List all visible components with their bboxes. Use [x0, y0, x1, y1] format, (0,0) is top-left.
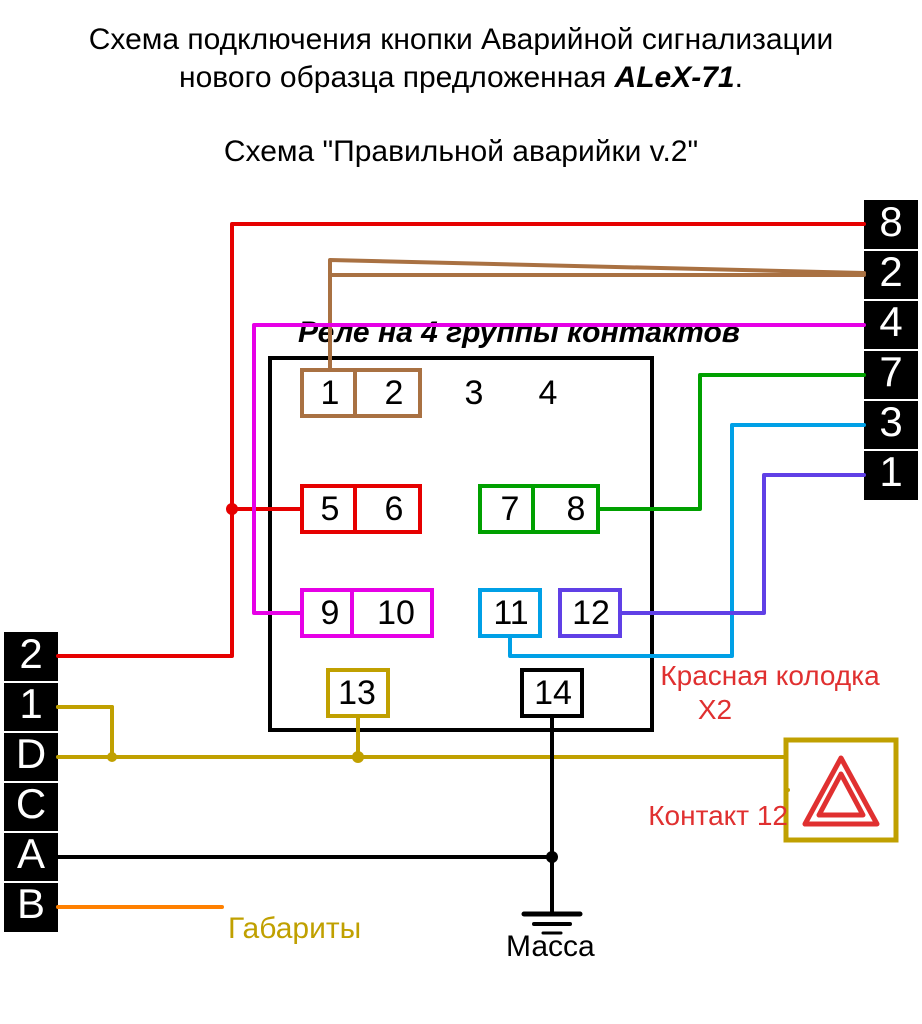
right-conn-pin-2: 2: [864, 251, 918, 293]
relay-pin-7: 7: [490, 490, 530, 529]
right-conn-pin-7: 7: [864, 351, 918, 393]
left-conn-pin-2: 2: [4, 633, 58, 675]
relay-pin-10: 10: [366, 594, 426, 633]
label-red-block-3: Контакт 12: [588, 800, 788, 832]
right-conn-pin-4: 4: [864, 301, 918, 343]
relay-pin-2: 2: [374, 374, 414, 413]
relay-pin-11: 11: [484, 594, 538, 633]
label-gabarity: Габариты: [228, 912, 361, 946]
left-conn-pin-1: 1: [4, 683, 58, 725]
label-red-block-2: Х2: [640, 694, 790, 726]
label-massa: Масса: [506, 930, 595, 964]
relay-pin-14: 14: [526, 674, 580, 713]
relay-pin-1: 1: [310, 374, 350, 413]
relay-pin-4: 4: [528, 374, 568, 413]
left-conn-pin-C: C: [4, 783, 58, 825]
relay-pin-6: 6: [374, 490, 414, 529]
right-conn-pin-8: 8: [864, 201, 918, 243]
left-conn-pin-D: D: [4, 733, 58, 775]
relay-pin-13: 13: [330, 674, 384, 713]
right-conn-pin-1: 1: [864, 451, 918, 493]
relay-pin-3: 3: [454, 374, 494, 413]
relay-pin-5: 5: [310, 490, 350, 529]
wiring-diagram: [0, 0, 922, 1024]
right-conn-pin-3: 3: [864, 401, 918, 443]
label-red-block-1: Красная колодка: [640, 660, 900, 692]
left-conn-pin-A: A: [4, 833, 58, 875]
left-conn-pin-B: B: [4, 883, 58, 925]
relay-pin-9: 9: [310, 594, 350, 633]
relay-pin-12: 12: [564, 594, 618, 633]
relay-pin-8: 8: [556, 490, 596, 529]
